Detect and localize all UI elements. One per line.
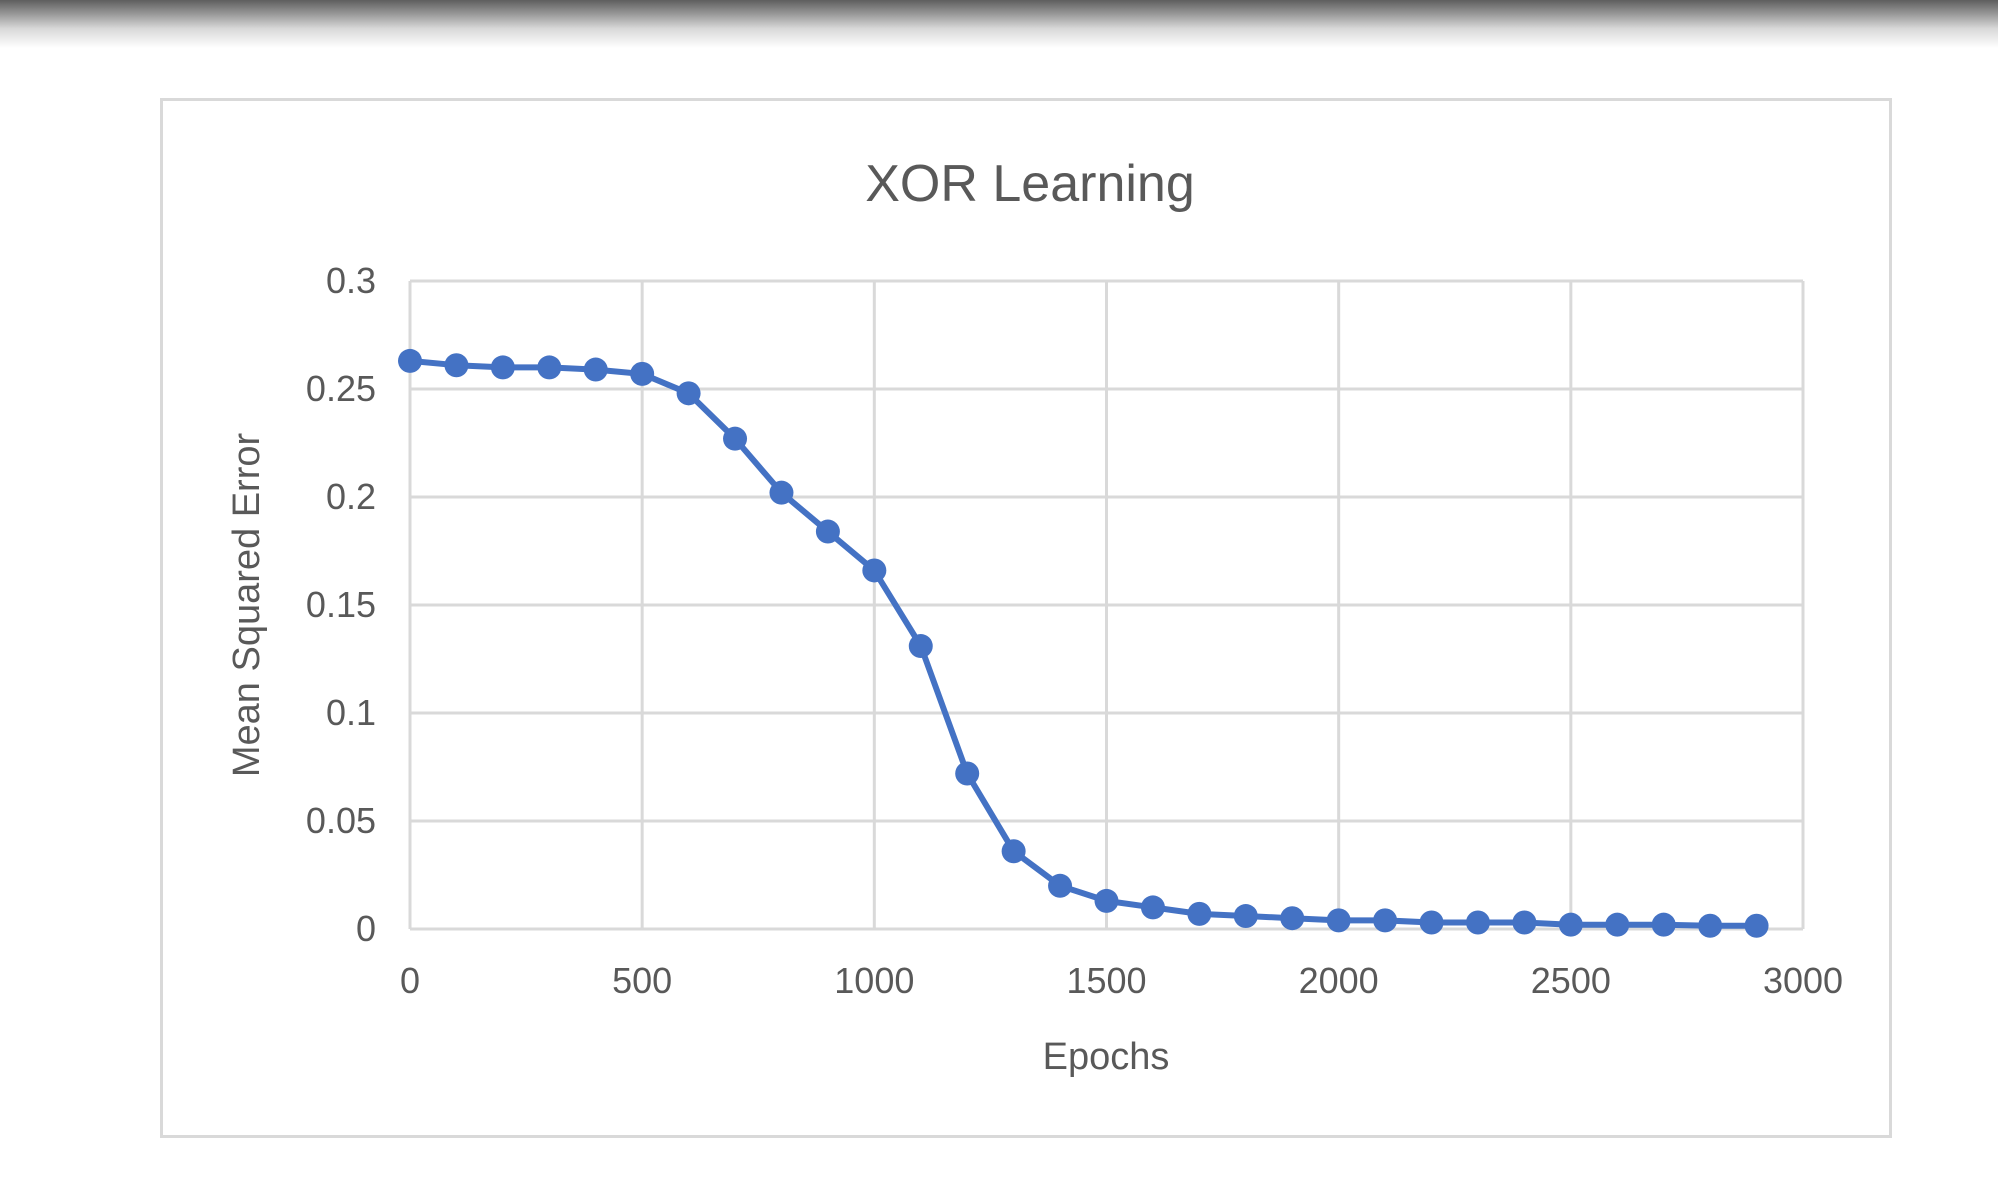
series-mse xyxy=(398,348,1769,938)
y-axis-title: Mean Squared Error xyxy=(226,433,268,778)
data-point xyxy=(1373,908,1398,933)
x-tick-label: 3000 xyxy=(1763,960,1843,1001)
data-point xyxy=(444,353,469,378)
y-tick-label: 0.3 xyxy=(326,260,376,301)
x-axis-ticks: 0 500 1000 1500 2000 2500 3000 xyxy=(400,960,1843,1001)
data-point xyxy=(1651,912,1676,937)
data-point xyxy=(908,634,933,659)
data-point xyxy=(955,761,980,786)
data-point xyxy=(1465,910,1490,935)
data-point xyxy=(1094,888,1119,913)
data-point xyxy=(723,426,748,451)
x-tick-label: 1500 xyxy=(1066,960,1146,1001)
data-point xyxy=(1233,904,1258,929)
x-tick-label: 500 xyxy=(612,960,672,1001)
x-axis-title: Epochs xyxy=(1043,1036,1170,1078)
data-point xyxy=(1048,873,1073,898)
data-point xyxy=(815,519,840,544)
data-point xyxy=(1326,908,1351,933)
data-point xyxy=(1605,912,1630,937)
data-point xyxy=(1280,906,1305,931)
data-point xyxy=(630,361,655,386)
y-tick-label: 0.15 xyxy=(306,584,376,625)
data-point xyxy=(1140,895,1165,920)
data-point xyxy=(537,355,562,380)
y-tick-label: 0.2 xyxy=(326,476,376,517)
data-point xyxy=(1419,910,1444,935)
y-tick-label: 0.05 xyxy=(306,800,376,841)
gridlines xyxy=(408,279,1805,931)
data-point xyxy=(676,381,701,406)
data-point xyxy=(862,558,887,583)
x-tick-label: 2500 xyxy=(1531,960,1611,1001)
data-point xyxy=(583,357,608,382)
data-point xyxy=(1512,910,1537,935)
x-tick-label: 0 xyxy=(400,960,420,1001)
data-point xyxy=(1558,912,1583,937)
data-point xyxy=(398,348,422,373)
y-tick-label: 0.25 xyxy=(306,368,376,409)
window-top-shadow xyxy=(0,0,1998,48)
data-point xyxy=(490,355,515,380)
chart-title: XOR Learning xyxy=(865,155,1195,213)
data-point xyxy=(1744,913,1769,938)
line-chart: XOR Learning 0 500 1000 1500 2000 2500 3000 00… xyxy=(226,155,1843,1078)
data-point xyxy=(1001,839,1026,864)
x-tick-label: 1000 xyxy=(834,960,914,1001)
y-tick-label: 0.1 xyxy=(326,692,376,733)
series-line xyxy=(409,357,1757,929)
data-point xyxy=(769,480,794,505)
y-tick-label: 0 xyxy=(356,908,376,949)
x-tick-label: 2000 xyxy=(1299,960,1379,1001)
y-axis-ticks: 0 0.05 0.1 0.15 0.2 0.25 0.3 xyxy=(306,260,376,949)
data-point xyxy=(1187,901,1212,926)
data-point xyxy=(1698,913,1723,938)
